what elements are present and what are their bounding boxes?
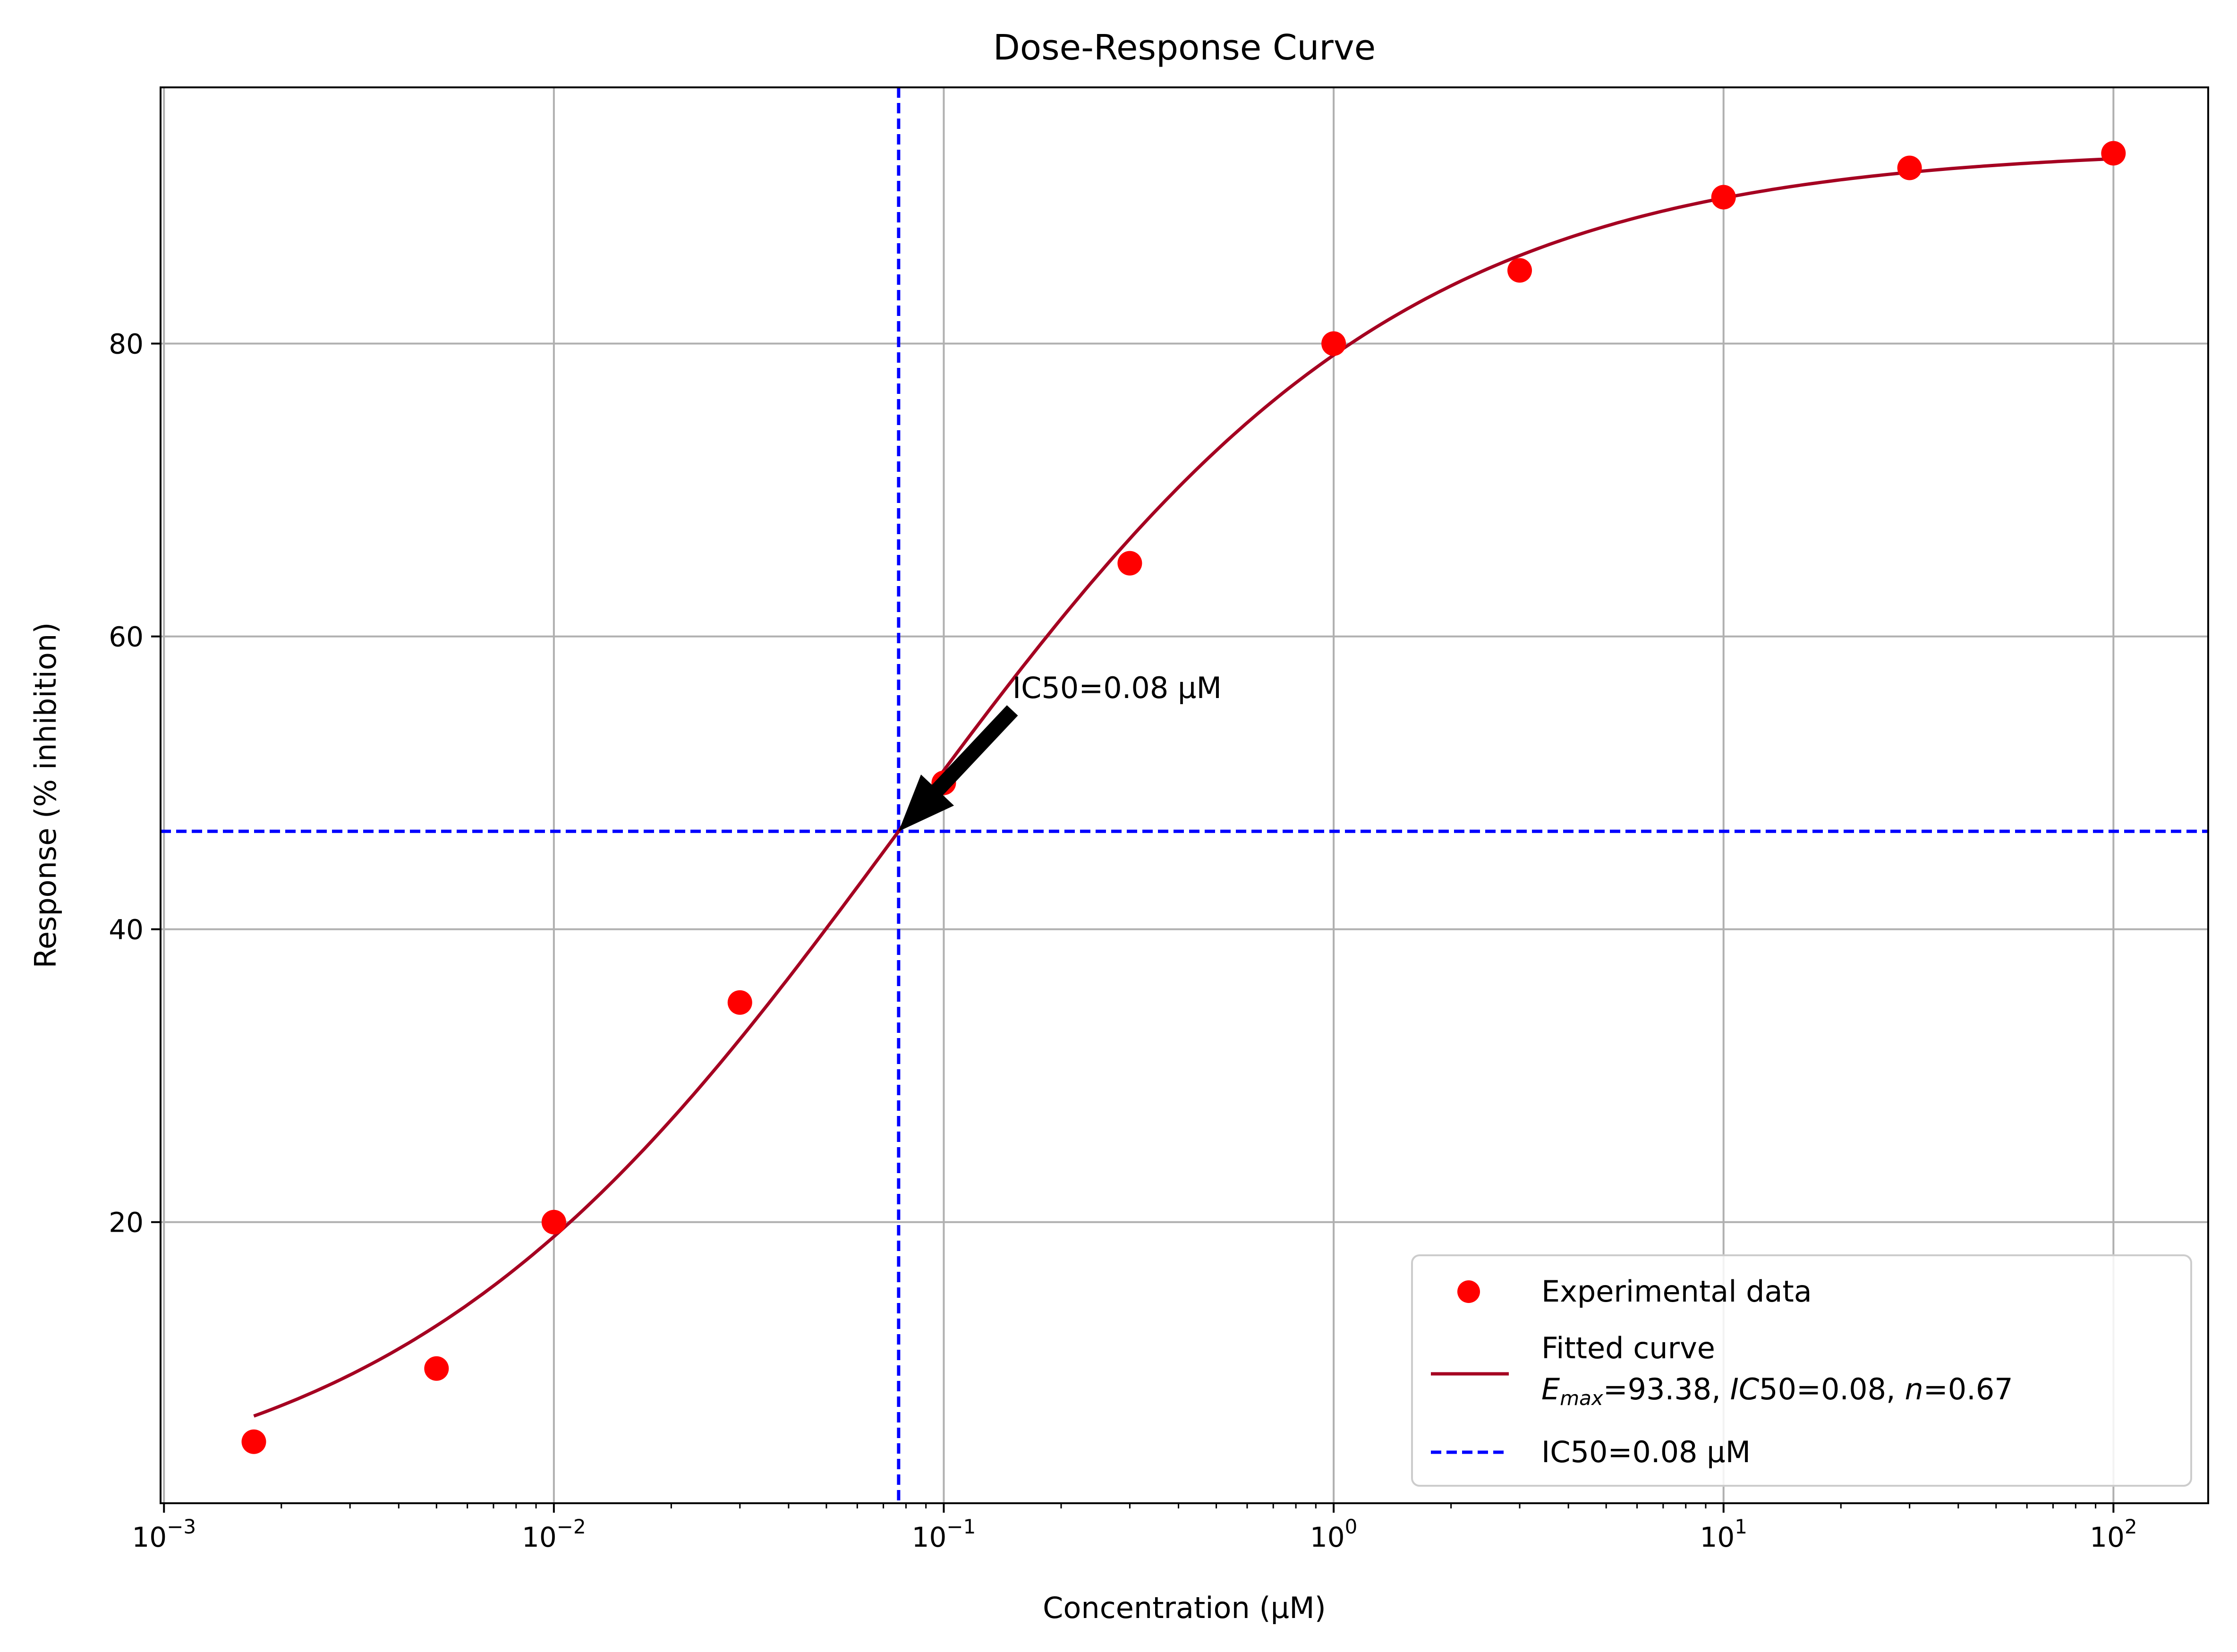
annotation-text: IC50=0.08 µM [1012, 671, 1222, 705]
x-tick-label-4: 101 [1700, 1515, 1747, 1553]
data-point-10 [2101, 141, 2126, 166]
x-tick-label-1: 10−2 [522, 1515, 586, 1553]
data-point-7 [1507, 258, 1532, 283]
legend: Experimental data Fitted curve Emax=93.3… [1411, 1254, 2192, 1487]
plot-frame [160, 86, 2209, 1504]
legend-label-ic50: IC50=0.08 µM [1541, 1435, 1751, 1469]
x-tick-label-2: 10−1 [912, 1515, 976, 1553]
data-point-8 [1711, 185, 1736, 210]
data-point-0 [241, 1429, 266, 1454]
annotation-arrow [898, 705, 1018, 832]
x-axis-title: Concentration (µM) [1043, 1591, 1326, 1625]
legend-label-fitted-params: Emax=93.38, IC50=0.08, n=0.67 [1541, 1372, 2013, 1410]
x-tick-label-5: 102 [2090, 1515, 2137, 1553]
data-point-2 [541, 1209, 566, 1235]
legend-box [1411, 1254, 2192, 1487]
data-point-6 [1321, 331, 1346, 356]
y-axis-title: Response (% inhibition) [28, 622, 63, 969]
legend-label-fitted: Fitted curve [1541, 1331, 1715, 1365]
ic50-reference-lines [161, 87, 2208, 1503]
x-axis-ticks: 10−3 10−2 10−1 100 101 102 [132, 1503, 2137, 1553]
chart-title: Dose-Response Curve [993, 27, 1376, 68]
y-tick-label-3: 80 [109, 328, 144, 360]
y-tick-label-2: 60 [109, 621, 144, 653]
gridlines [161, 87, 2208, 1503]
x-tick-label-3: 100 [1310, 1515, 1358, 1553]
y-tick-label-0: 20 [109, 1207, 144, 1239]
data-point-9 [1897, 155, 1922, 180]
data-point-1 [424, 1356, 449, 1381]
data-point-5 [1117, 551, 1142, 576]
data-point-3 [727, 990, 752, 1015]
x-tick-label-0: 10−3 [132, 1515, 196, 1553]
y-axis-ticks: 20 40 60 80 [109, 328, 161, 1239]
legend-marker-experimental [1457, 1280, 1480, 1303]
y-tick-label-1: 40 [109, 914, 144, 946]
legend-label-experimental: Experimental data [1541, 1274, 1812, 1309]
ic50-annotation: IC50=0.08 µM [898, 671, 1222, 832]
experimental-points [241, 141, 2126, 1454]
